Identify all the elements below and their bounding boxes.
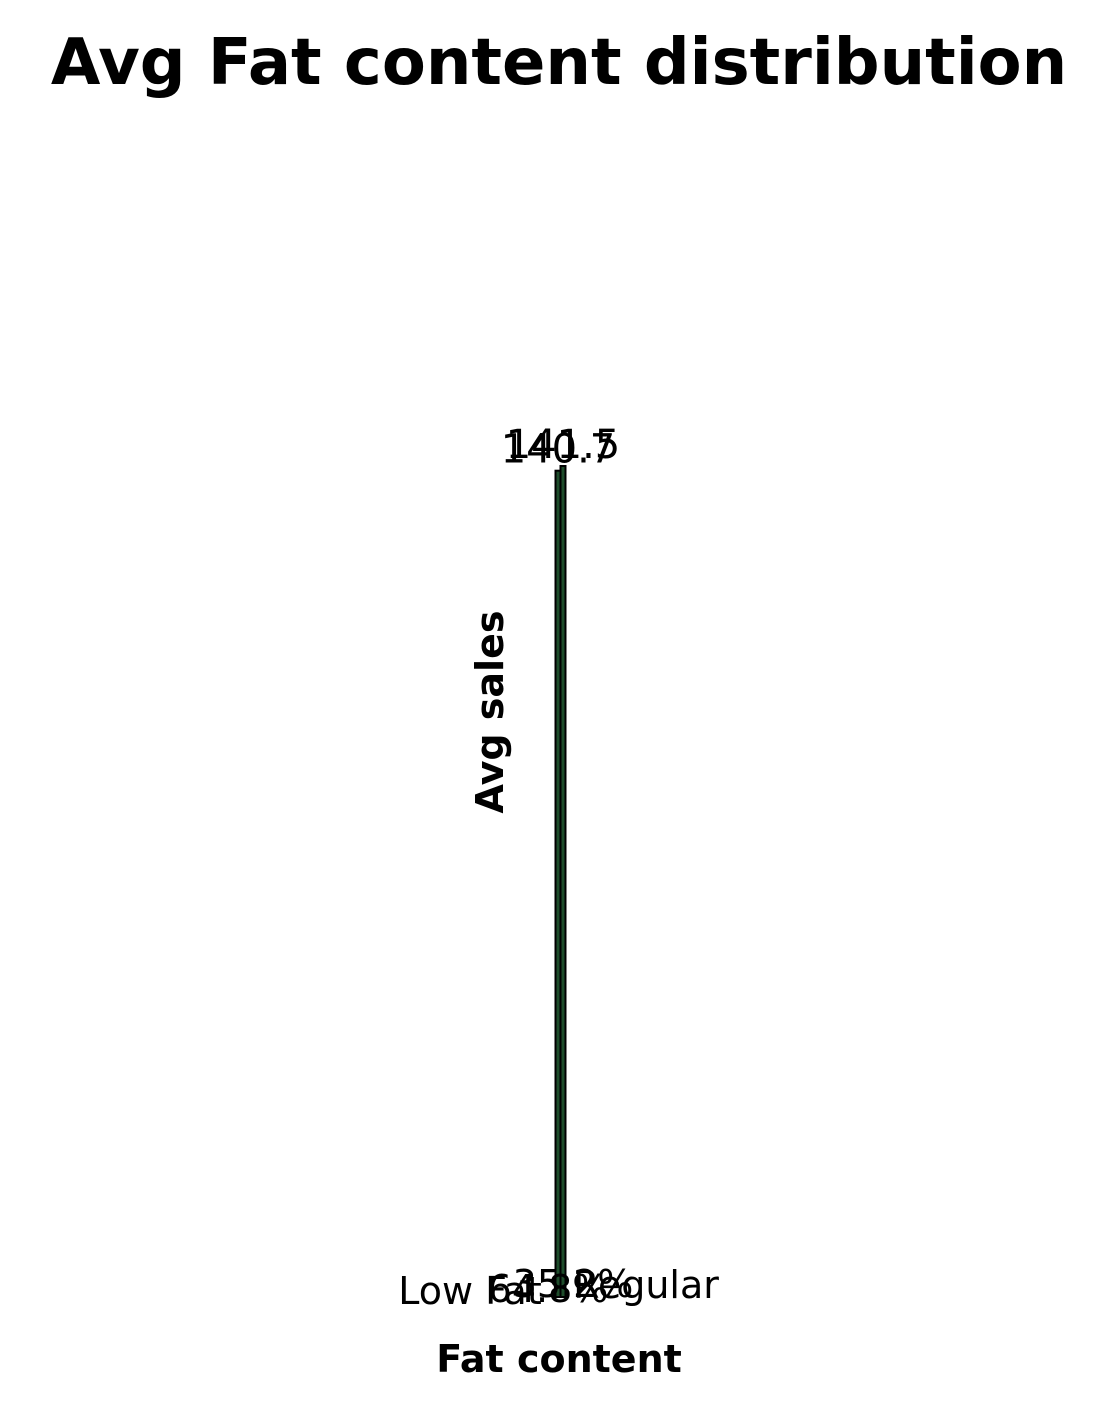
- x-axis-label: Fat content: [436, 1337, 682, 1381]
- chart-title: Avg Fat content distribution: [51, 26, 1067, 100]
- y-axis-label: Avg sales: [468, 611, 512, 814]
- percent-label: 64.8%: [488, 1267, 609, 1311]
- percent-label: 35.2%: [513, 1262, 634, 1306]
- value-label: 140.7: [501, 427, 616, 473]
- bars-group: [554, 465, 567, 1298]
- percent-labels-group: 64.8%35.2%: [488, 1262, 634, 1311]
- value-label: 141.5: [506, 422, 621, 468]
- category-label: Regular: [573, 1263, 719, 1307]
- category-label: Low Fat: [398, 1269, 541, 1313]
- bar-regular: [559, 465, 567, 1298]
- category-labels-group: Low Fat Regular: [398, 1263, 719, 1313]
